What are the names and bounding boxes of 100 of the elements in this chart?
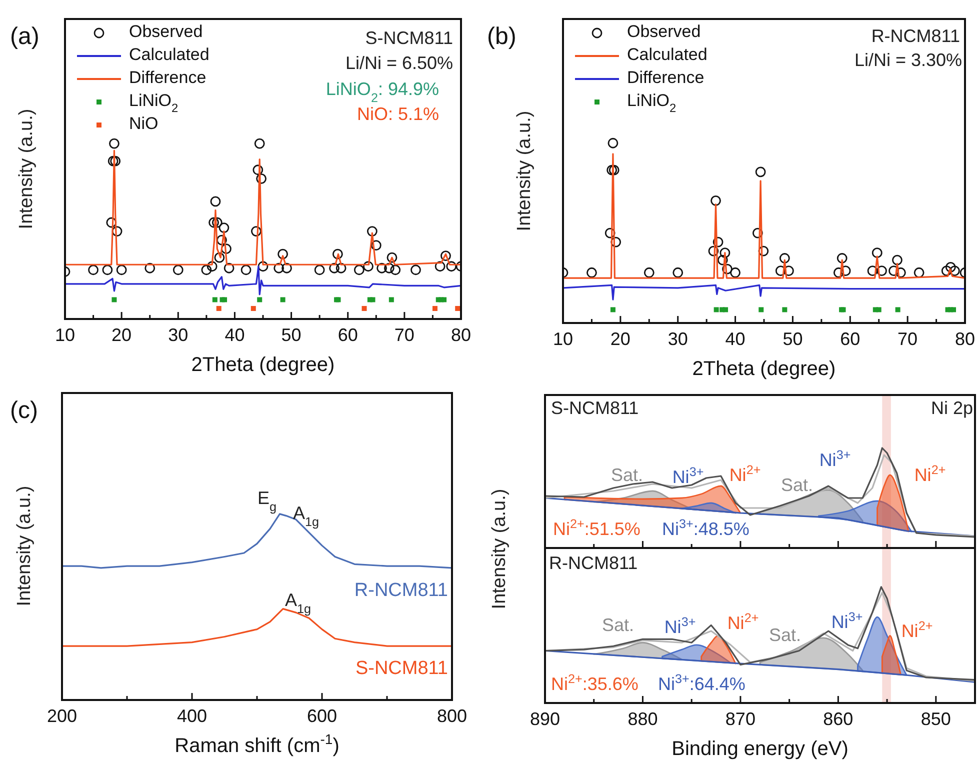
- x-tick-label: 20: [112, 325, 132, 345]
- point: [388, 297, 394, 302]
- x-axis-title: 2Theta (degree): [692, 358, 836, 380]
- point: [224, 262, 234, 274]
- legend-label: Difference: [627, 68, 704, 88]
- annotation: Ni$^{3+}$: [831, 610, 863, 632]
- annotation: Ni$^{2+}$: [901, 619, 933, 641]
- point: [258, 261, 268, 272]
- point: [172, 264, 184, 276]
- text: NiO: 5.1%: [356, 104, 439, 124]
- text: R-NCM811: [549, 553, 638, 573]
- text: S-NCM811: [365, 28, 453, 48]
- chart-title: (a): [10, 23, 40, 50]
- annotation: E$_{g}$: [257, 488, 277, 514]
- x-axis-title: 2Theta (degree): [191, 354, 335, 376]
- point: [384, 262, 394, 274]
- point: [110, 156, 121, 166]
- annotation: A$_{1g}$: [284, 590, 312, 616]
- point: [586, 267, 597, 278]
- annotation: Ni$^{3+}$: [819, 448, 851, 470]
- point: [214, 252, 225, 263]
- point: [876, 266, 887, 276]
- point: [714, 307, 719, 312]
- annotation: Sat.: [602, 615, 634, 635]
- point: [102, 264, 113, 276]
- point: [314, 264, 325, 276]
- point: [386, 252, 398, 263]
- point: [779, 253, 790, 264]
- point: [254, 138, 265, 149]
- x-tick-label: 40: [725, 329, 746, 349]
- point: [410, 264, 421, 276]
- legend-label: LiNiO$_{2}$: [627, 91, 677, 116]
- point: [708, 246, 719, 256]
- point: [222, 297, 228, 302]
- point: [376, 262, 387, 274]
- annotation: Ni$^{3+}$:64.4%: [658, 672, 746, 694]
- point: [941, 266, 952, 276]
- x-tick-label: 50: [782, 329, 803, 349]
- point: [610, 236, 622, 248]
- series-label: R-NCM811: [354, 580, 448, 601]
- annotation: Ni$^{2+}$: [914, 463, 946, 485]
- point: [274, 262, 284, 274]
- point: [758, 246, 769, 256]
- point: [783, 266, 794, 276]
- point: [434, 261, 446, 272]
- point: [208, 217, 219, 228]
- annotation: Sat.: [768, 625, 802, 645]
- x-tick-label: 850: [920, 709, 951, 729]
- legend-label: NiO: [129, 114, 158, 134]
- annotation: Sat.: [610, 465, 644, 485]
- annotation: Ni$^{3+}$: [664, 615, 696, 637]
- point: [752, 228, 763, 238]
- series-label: S-NCM811: [355, 658, 448, 680]
- point: [644, 267, 654, 278]
- point: [210, 196, 221, 207]
- point: [144, 262, 156, 274]
- x-tick-label: 890: [530, 709, 560, 729]
- point: [106, 217, 117, 228]
- point: [432, 306, 438, 311]
- x-tick-label: 800: [436, 706, 468, 726]
- point: [446, 261, 457, 272]
- point: [370, 240, 382, 251]
- x-tick-label: 60: [338, 325, 358, 345]
- point: [362, 306, 367, 311]
- legend-label: Calculated: [627, 45, 708, 64]
- point: [442, 297, 447, 302]
- point: [212, 217, 222, 228]
- point: [836, 253, 848, 264]
- x-tick-label: 60: [840, 329, 860, 349]
- point: [282, 262, 292, 274]
- x-tick-label: 80: [450, 325, 472, 345]
- annotation: Sat.: [780, 475, 814, 495]
- chart-title: (b): [487, 23, 516, 50]
- point: [88, 264, 98, 276]
- x-tick-label: 880: [628, 709, 658, 729]
- x-tick-label: 30: [668, 329, 688, 349]
- point: [212, 297, 218, 302]
- point: [218, 222, 230, 233]
- x-tick-label: 10: [54, 325, 76, 345]
- y-axis-title: Intensity (a.u.): [489, 488, 510, 610]
- point: [112, 226, 122, 236]
- point: [730, 267, 740, 278]
- point: [892, 254, 902, 266]
- point: [717, 254, 728, 266]
- x-tick-label: 600: [306, 706, 338, 726]
- point: [116, 264, 127, 276]
- point: [610, 307, 616, 312]
- y-axis-title: Intensity (a.u.): [14, 486, 35, 606]
- annotation: Ni$^{3+}$: [672, 465, 704, 487]
- point: [712, 236, 724, 248]
- point: [876, 307, 882, 312]
- point: [872, 248, 882, 258]
- point: [758, 307, 764, 312]
- point: [951, 307, 956, 312]
- x-tick-label: 200: [46, 706, 78, 726]
- point: [782, 307, 788, 312]
- point: [945, 262, 956, 272]
- point: [440, 250, 451, 262]
- point: [895, 267, 906, 278]
- legend-label: Observed: [627, 22, 701, 42]
